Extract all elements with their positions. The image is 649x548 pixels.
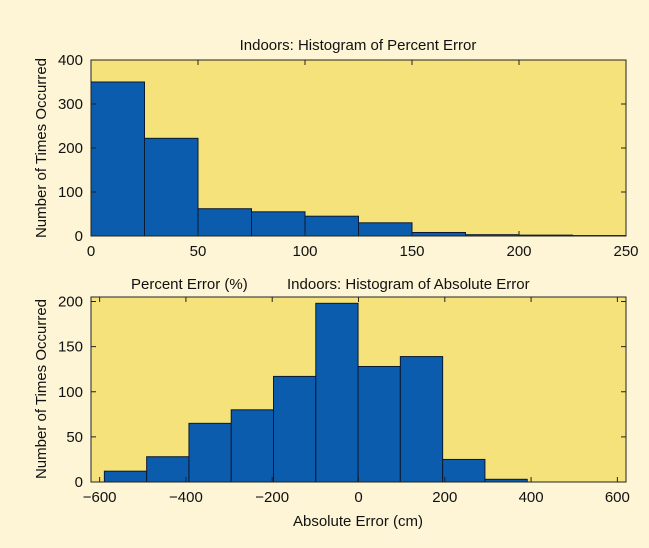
histogram-bar (357, 365, 401, 483)
y-tick-label: 400 (58, 52, 83, 69)
ticks-percent-error: 0 50 100 150 200 250 0 100 200 300 400 (58, 52, 639, 260)
histogram-bar (230, 409, 275, 483)
plot-frame (90, 296, 627, 483)
y-tick-label: 100 (58, 184, 83, 201)
chart-title-percent-error: Indoors: Histogram of Percent Error (240, 37, 477, 54)
x-tick-label: 400 (519, 489, 544, 506)
x-tick-label: 100 (292, 243, 317, 260)
y-tick-label: 300 (58, 96, 83, 113)
histogram-bar (90, 81, 145, 237)
histogram-bar (251, 211, 306, 237)
x-tick-label: −400 (169, 489, 203, 506)
histogram-percent-error: 0 50 100 150 200 250 0 100 200 300 400 Indoors: Hi… (33, 37, 639, 260)
histogram-bar (315, 302, 359, 483)
x-axis-label-percent-error: Percent Error (%) (131, 276, 248, 293)
y-axis-label-percent-error: Number of Times Occurred (33, 58, 50, 238)
histogram-bar (358, 222, 413, 237)
y-tick-label: 200 (58, 294, 83, 311)
histogram-absolute-error: −600 −400 −200 0 200 400 600 0 50 100 150 200 Numbe… (33, 294, 630, 530)
y-tick-label: 150 (58, 339, 83, 356)
x-tick-label: 200 (432, 489, 457, 506)
x-tick-label: −600 (83, 489, 117, 506)
histogram-bar (411, 231, 466, 237)
bars-absolute-error (103, 302, 528, 483)
y-tick-label: 200 (58, 140, 83, 157)
histogram-bar (188, 422, 232, 483)
x-tick-label: 50 (190, 243, 207, 260)
y-tick-label: 50 (66, 429, 83, 446)
x-tick-label: 0 (87, 243, 95, 260)
histogram-bar (273, 375, 317, 483)
x-tick-label: 200 (506, 243, 531, 260)
bars-percent-error (90, 81, 627, 237)
plot-frame (90, 59, 627, 237)
y-axis-label-absolute-error: Number of Times Occurred (33, 299, 50, 479)
x-tick-label: 250 (613, 243, 638, 260)
x-tick-label: 150 (399, 243, 424, 260)
histogram-bar (197, 208, 252, 237)
x-tick-label: 600 (605, 489, 630, 506)
y-tick-label: 100 (58, 384, 83, 401)
chart-title-absolute-error: Indoors: Histogram of Absolute Error (287, 276, 530, 293)
y-tick-label: 0 (75, 228, 83, 245)
y-tick-label: 0 (75, 474, 83, 491)
histogram-bar (304, 215, 359, 237)
histogram-bar (399, 356, 444, 483)
x-tick-label: −200 (255, 489, 289, 506)
histogram-bar (103, 470, 148, 483)
histogram-bar (442, 458, 486, 483)
histogram-bar (146, 456, 190, 483)
x-axis-label-absolute-error: Absolute Error (cm) (293, 513, 423, 530)
histogram-bar (144, 137, 199, 237)
x-tick-label: 0 (354, 489, 362, 506)
